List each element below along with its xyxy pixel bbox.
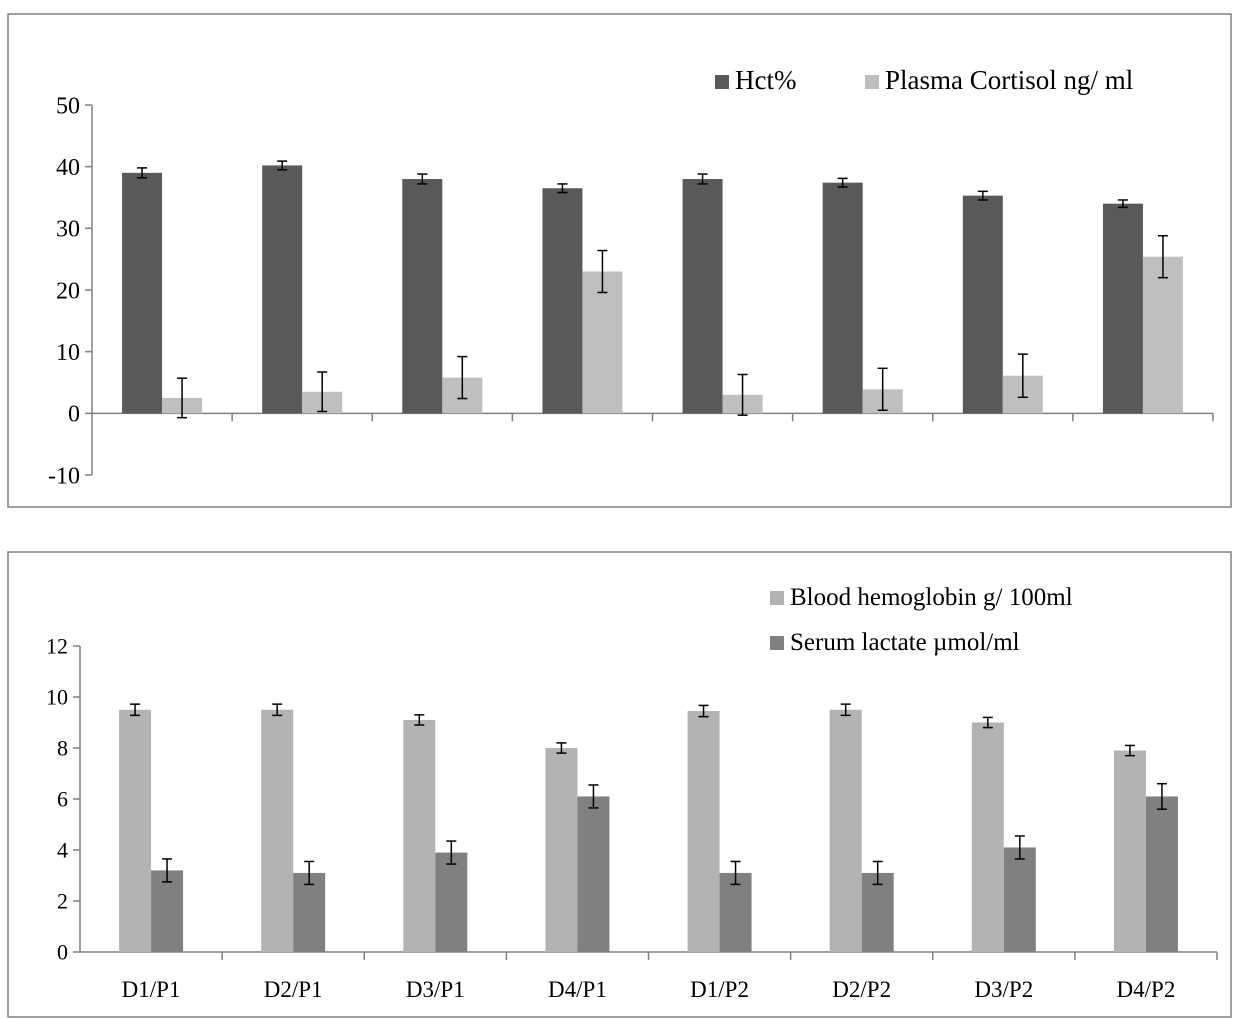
chart-frame bbox=[7, 13, 1232, 508]
x-tick-label: D2/P1 bbox=[264, 977, 323, 1002]
bar-s1-7 bbox=[1102, 203, 1143, 414]
chart-panel-top: -10 0 10 20 30 40 50 Hct% Plasma Cortisol ng/ ml bbox=[7, 13, 1232, 508]
y-tick-label: 50 bbox=[56, 93, 80, 119]
y-tick-label: 10 bbox=[56, 340, 80, 366]
x-tick-label: D4/P2 bbox=[1117, 977, 1176, 1002]
chart-hemoglobin-lactate: 0 2 4 6 8 10 12 D1/P1 D2/P1 D3/P1 D4/P1 D1/P2 D2/P2 D… bbox=[7, 551, 1232, 1018]
x-tick-label: D1/P2 bbox=[690, 977, 749, 1002]
y-tick-label: 20 bbox=[56, 278, 80, 304]
x-tick-label: D2/P2 bbox=[832, 977, 891, 1002]
bar-s2-2 bbox=[435, 852, 468, 952]
bar-s1-1 bbox=[261, 709, 294, 952]
bar-s1-6 bbox=[962, 195, 1003, 414]
bar-s1-2 bbox=[402, 179, 443, 414]
bar-s2-6 bbox=[1003, 847, 1036, 952]
chart-hct-cortisol: -10 0 10 20 30 40 50 Hct% Plasma Cortisol ng/ ml bbox=[7, 13, 1232, 508]
chart-panel-bottom: 0 2 4 6 8 10 12 D1/P1 D2/P1 D3/P1 D4/P1 D1/P2 D2/P2 D… bbox=[0, 550, 1239, 1019]
bar-s2-0 bbox=[151, 870, 184, 952]
bar-s2-5 bbox=[861, 872, 894, 952]
y-tick-label: 8 bbox=[57, 736, 68, 761]
y-tick-label: 2 bbox=[57, 889, 68, 914]
x-tick-label: D4/P1 bbox=[548, 977, 607, 1002]
y-tick-label: 30 bbox=[56, 217, 80, 243]
bar-s1-0 bbox=[119, 709, 152, 952]
y-tick-label: -10 bbox=[48, 463, 80, 489]
bar-s2-3 bbox=[582, 271, 623, 414]
y-tick-label: 12 bbox=[46, 634, 68, 659]
legend-label: Serum lactate µmol/ml bbox=[790, 629, 1020, 656]
y-tick-label: 40 bbox=[56, 155, 80, 181]
legend-swatch bbox=[770, 636, 784, 650]
bar-s2-7 bbox=[1142, 256, 1183, 414]
x-tick-label: D3/P1 bbox=[406, 977, 465, 1002]
x-tick-label: D3/P2 bbox=[974, 977, 1033, 1002]
y-tick-label: 10 bbox=[46, 685, 68, 710]
y-tick-label: 0 bbox=[68, 402, 80, 428]
bar-s1-4 bbox=[682, 179, 723, 414]
bar-s2-7 bbox=[1145, 796, 1178, 952]
y-tick-label: 4 bbox=[57, 838, 68, 863]
x-tick-label: D1/P1 bbox=[122, 977, 181, 1002]
bar-s1-2 bbox=[403, 719, 436, 952]
y-tick-label: 6 bbox=[57, 787, 68, 812]
bar-s1-5 bbox=[822, 182, 863, 414]
bar-s2-3 bbox=[577, 796, 610, 952]
bar-s1-3 bbox=[545, 748, 578, 952]
legend-label: Hct% bbox=[735, 65, 796, 95]
chart-frame bbox=[7, 551, 1232, 1018]
bar-s1-4 bbox=[687, 711, 720, 952]
bar-s1-5 bbox=[829, 709, 862, 952]
y-tick-label: 0 bbox=[57, 940, 68, 965]
bar-s2-1 bbox=[293, 872, 326, 952]
legend-swatch bbox=[865, 75, 879, 89]
legend-label: Plasma Cortisol ng/ ml bbox=[885, 65, 1133, 95]
legend-swatch bbox=[770, 591, 784, 605]
legend-swatch bbox=[715, 75, 729, 89]
bar-s1-0 bbox=[122, 172, 163, 414]
bar-s1-6 bbox=[971, 722, 1004, 952]
bar-s2-4 bbox=[719, 872, 752, 952]
legend-label: Blood hemoglobin g/ 100ml bbox=[790, 584, 1073, 611]
bar-s1-7 bbox=[1113, 750, 1146, 952]
bar-s1-3 bbox=[542, 188, 583, 414]
bar-s1-1 bbox=[262, 165, 303, 414]
